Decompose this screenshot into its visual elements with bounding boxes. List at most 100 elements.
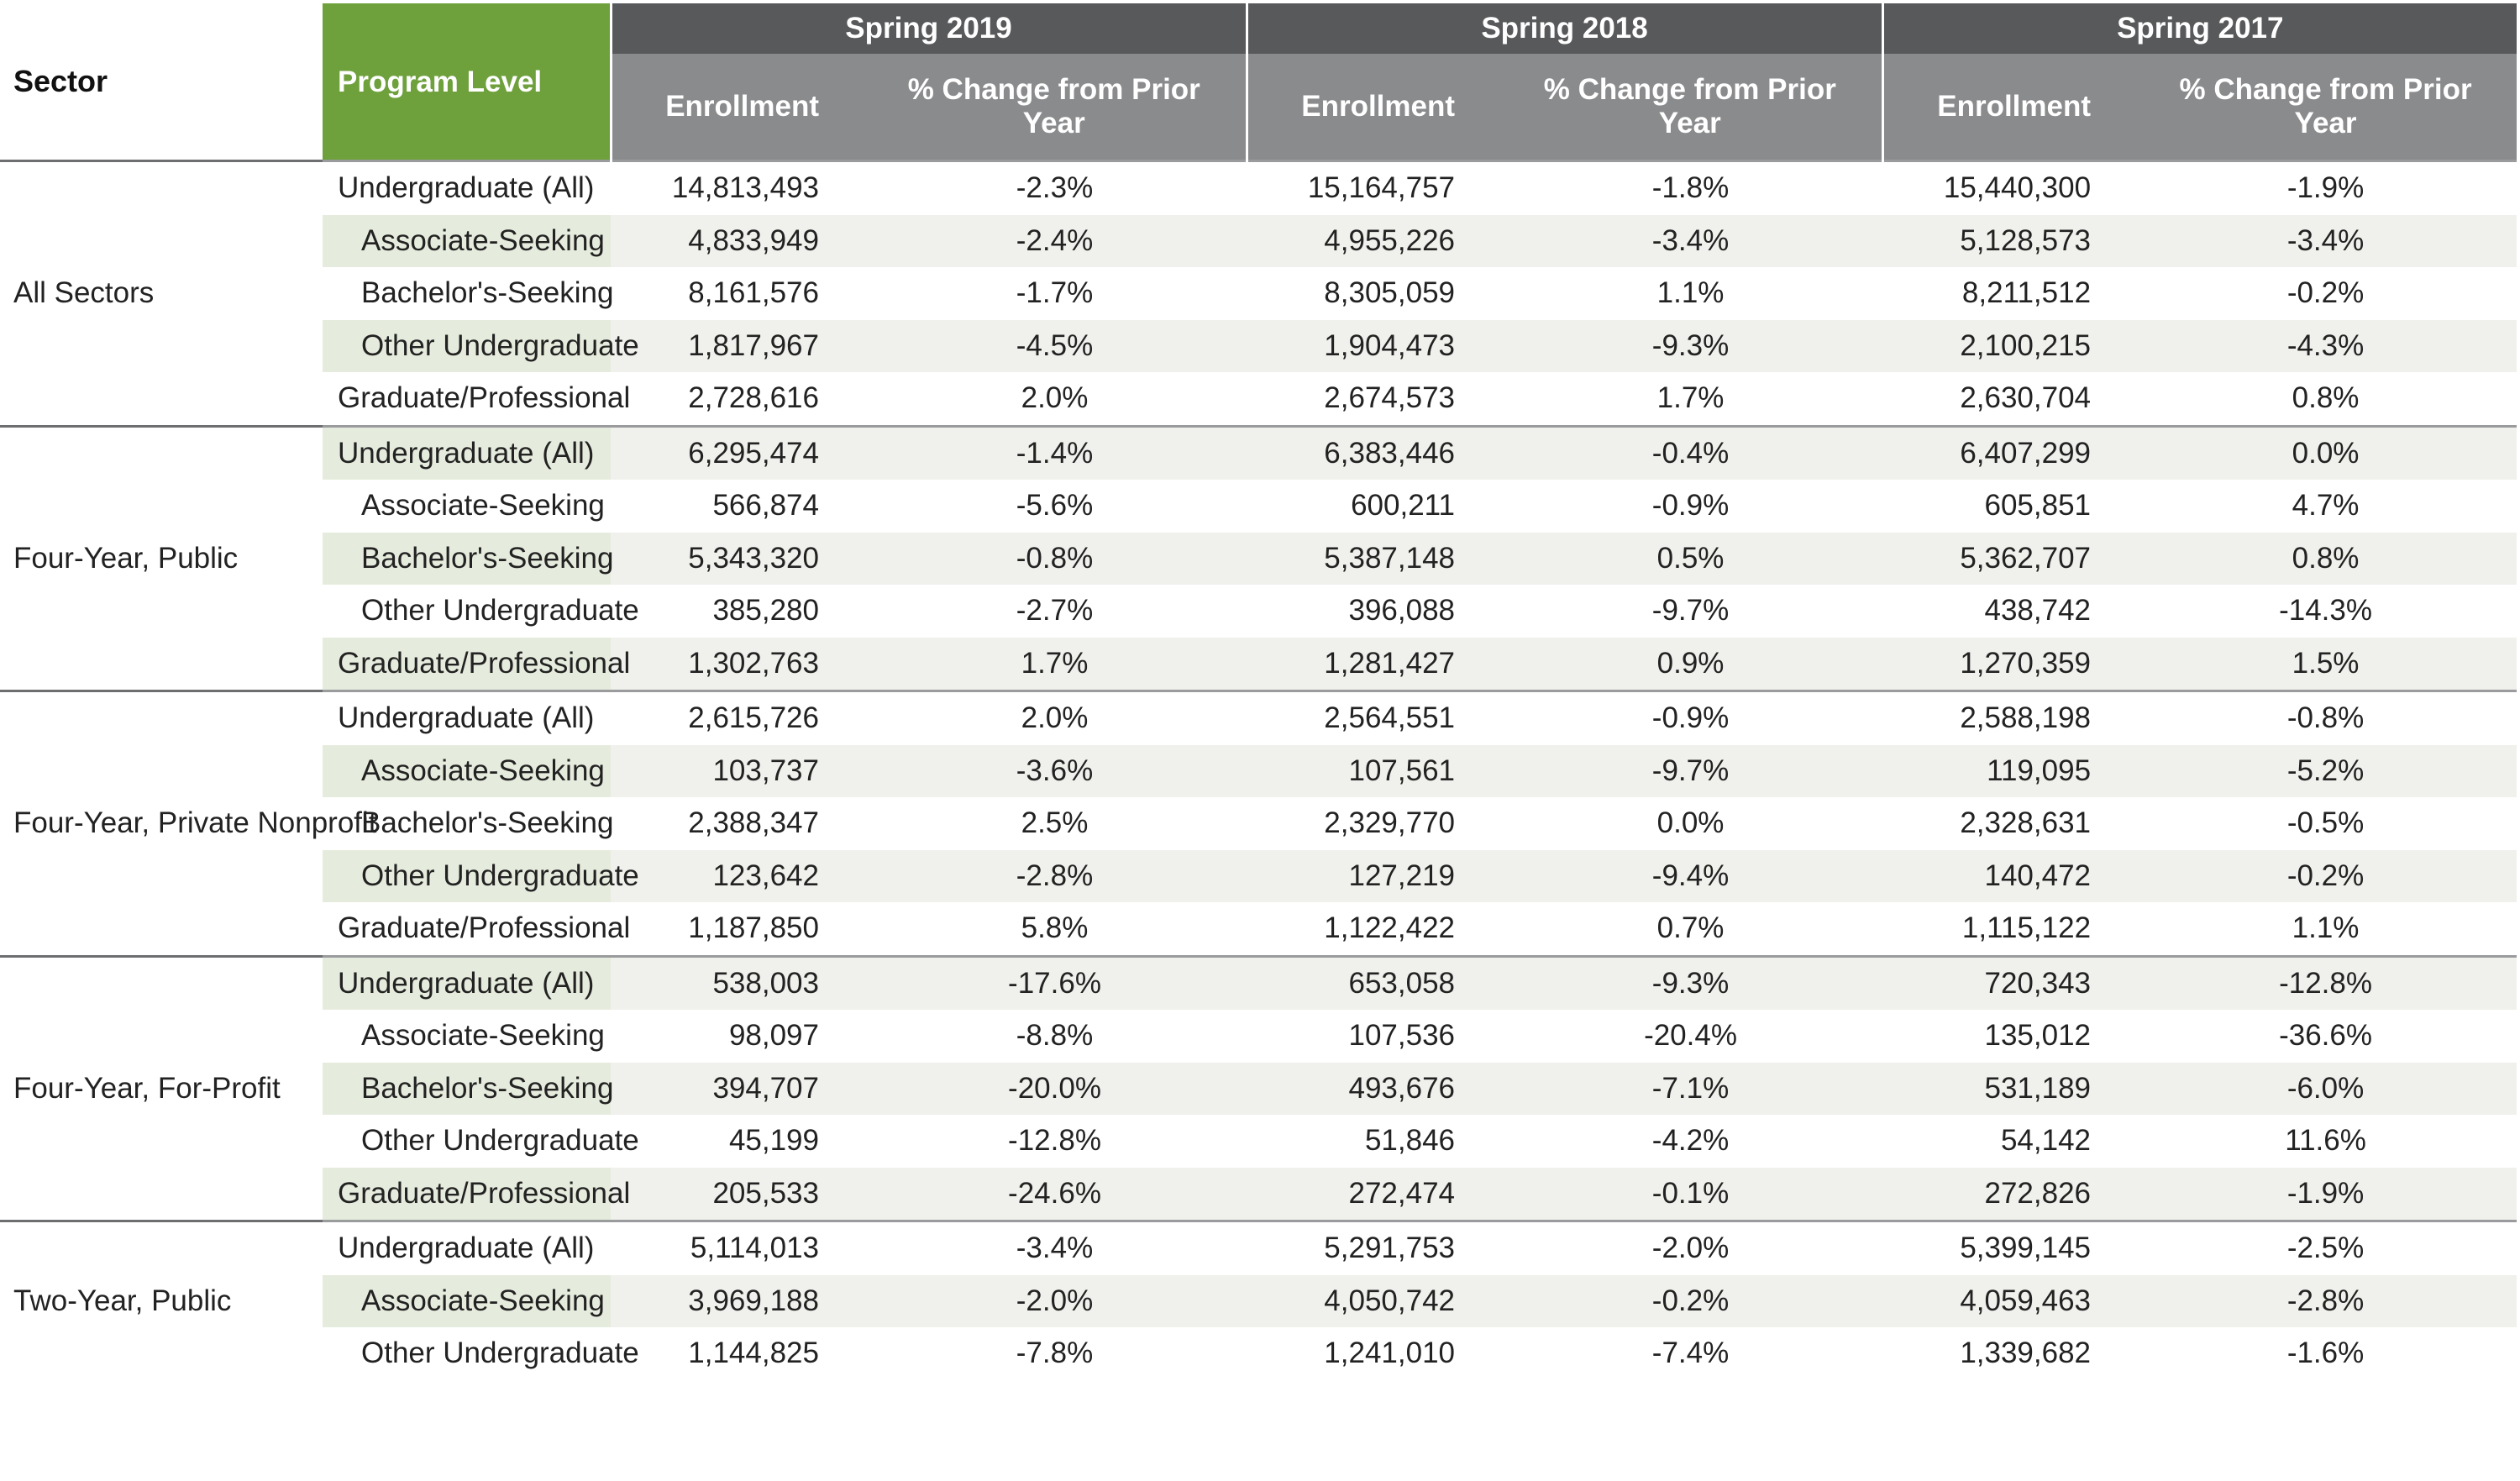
- pct-change-cell: -17.6%: [863, 954, 1247, 1010]
- enrollment-cell: 1,241,010: [1324, 1337, 1456, 1370]
- enrollment-cell: 5,128,573: [1882, 214, 2135, 267]
- enrollment-cell: 8,305,059: [1324, 276, 1456, 310]
- enrollment-header: Enrollment: [1881, 54, 2135, 161]
- pct-change-header: % Change from Prior Year: [2134, 54, 2517, 161]
- pct-change-cell: -36.6%: [2279, 1019, 2372, 1053]
- table-row: Bachelor's-Seeking 8,161,576 -1.7% 8,305,05…: [0, 267, 2517, 320]
- enrollment-cell: 1,339,682: [1960, 1337, 2092, 1370]
- pct-change-cell: -9.7%: [1651, 594, 1730, 628]
- program-level-cell: Undergraduate (All): [323, 690, 611, 745]
- pct-change-cell: -9.3%: [1499, 319, 1883, 372]
- pct-change-cell: 0.0%: [2134, 424, 2517, 480]
- enrollment-cell: 600,211: [1351, 489, 1456, 523]
- pct-change-cell: -9.4%: [1499, 849, 1883, 902]
- enrollment-cell: 2,329,770: [1324, 806, 1456, 840]
- pct-change-cell: 1.1%: [1656, 276, 1725, 310]
- pct-change-cell: -8.8%: [1016, 1019, 1094, 1053]
- pct-change-cell: -9.7%: [1499, 744, 1883, 797]
- enrollment-cell: 4,050,742: [1247, 1274, 1499, 1327]
- pct-change-cell: -0.5%: [2286, 806, 2365, 840]
- enrollment-cell: 1,302,763: [611, 637, 863, 691]
- enrollment-header: Enrollment: [609, 54, 863, 161]
- program-level-cell: Undergraduate (All): [323, 160, 611, 215]
- pct-change-cell: -0.1%: [1499, 1167, 1883, 1221]
- enrollment-cell: 45,199: [728, 1124, 819, 1158]
- enrollment-cell: 1,187,850: [688, 911, 819, 945]
- table-row: Two-Year, Public Undergraduate (All) 5,114…: [0, 1220, 2517, 1380]
- enrollment-cell: 15,164,757: [1247, 160, 1499, 215]
- pct-change-cell: 0.0%: [1656, 806, 1725, 840]
- pct-change-cell: -20.0%: [863, 1062, 1247, 1115]
- pct-change-cell: 2.0%: [1021, 381, 1089, 415]
- enrollment-cell: 127,219: [1247, 849, 1499, 902]
- program-level-cell: Bachelor's-Seeking: [323, 1062, 613, 1115]
- enrollment-cell: 1,144,825: [688, 1337, 819, 1370]
- enrollment-cell: 140,472: [1882, 849, 2135, 902]
- sector-label: Four-Year, Public: [0, 424, 323, 691]
- enrollment-cell: 2,328,631: [1960, 806, 2092, 840]
- pct-change-cell: -6.0%: [2134, 1062, 2517, 1115]
- enrollment-cell: 396,088: [1348, 594, 1456, 628]
- program-level-cell: Graduate/Professional: [323, 1167, 630, 1221]
- pct-change-cell: -7.8%: [1016, 1337, 1094, 1370]
- enrollment-cell: 98,097: [728, 1019, 819, 1053]
- enrollment-cell: 1,115,122: [1961, 911, 2092, 945]
- program-level-cell: Associate-Seeking: [323, 744, 611, 797]
- enrollment-cell: 2,674,573: [1324, 381, 1456, 415]
- enrollment-cell: 1,817,967: [611, 319, 863, 372]
- pct-change-header: % Change from Prior Year: [863, 54, 1247, 161]
- enrollment-cell: 605,851: [1984, 489, 2092, 523]
- pct-change-cell: -2.7%: [1016, 594, 1094, 628]
- enrollment-cell: 119,095: [1882, 744, 2135, 797]
- pct-change-cell: -20.4%: [1644, 1019, 1737, 1053]
- pct-change-cell: -0.4%: [1499, 424, 1883, 480]
- table-row: Bachelor's-Seeking 394,707 -20.0% 493,676 -7…: [0, 1062, 2517, 1115]
- pct-change-cell: -3.4%: [1499, 214, 1883, 267]
- sector-label: Two-Year, Public: [0, 1220, 323, 1380]
- enrollment-cell: 3,969,188: [611, 1274, 863, 1327]
- enrollment-cell: 6,295,474: [611, 424, 863, 480]
- pct-change-cell: -1.9%: [2134, 1167, 2517, 1221]
- enrollment-header: Enrollment: [1245, 54, 1499, 161]
- pct-change-cell: -2.8%: [2134, 1274, 2517, 1327]
- enrollment-cell: 4,833,949: [611, 214, 863, 267]
- enrollment-cell: 4,955,226: [1247, 214, 1499, 267]
- pct-change-cell: 0.5%: [1499, 532, 1883, 585]
- pct-change-cell: -3.4%: [863, 1220, 1247, 1275]
- table-row: Graduate/Professional 1,187,850 5.8% 1,122,…: [0, 902, 2517, 956]
- pct-change-cell: -9.3%: [1499, 954, 1883, 1010]
- pct-change-cell: -4.2%: [1651, 1124, 1730, 1158]
- program-level-cell: Associate-Seeking: [361, 1019, 605, 1053]
- table-row: Bachelor's-Seeking 5,343,320 -0.8% 5,387,14…: [0, 532, 2517, 585]
- program-level-cell: Undergraduate (All): [323, 424, 611, 480]
- sector-label: Four-Year, For-Profit: [0, 954, 323, 1221]
- enrollment-cell: 123,642: [611, 849, 863, 902]
- pct-change-cell: 1.7%: [1656, 381, 1725, 415]
- pct-change-cell: -5.6%: [1016, 489, 1094, 523]
- enrollment-cell: 4,059,463: [1882, 1274, 2135, 1327]
- pct-change-cell: -1.7%: [1016, 276, 1094, 310]
- enrollment-cell: 8,211,512: [1961, 276, 2092, 310]
- enrollment-cell: 51,846: [1364, 1124, 1456, 1158]
- pct-change-cell: -2.0%: [1499, 1220, 1883, 1275]
- enrollment-cell: 107,561: [1247, 744, 1499, 797]
- pct-change-cell: -2.5%: [2134, 1220, 2517, 1275]
- table-body: All Sectors Undergraduate (All) 14,813,493…: [0, 160, 2517, 1380]
- pct-change-cell: -4.5%: [863, 319, 1247, 372]
- table-row: Other Undergraduate 1,817,967 -4.5% 1,904,4…: [0, 319, 2517, 372]
- pct-change-cell: -12.8%: [2134, 954, 2517, 1010]
- pct-change-cell: -0.2%: [2286, 276, 2365, 310]
- pct-change-cell: 1.7%: [863, 637, 1247, 691]
- year-header-2018: Spring 2018: [1245, 3, 1883, 54]
- table-row: Four-Year, For-Profit Undergraduate (All)…: [0, 954, 2517, 1221]
- program-level-cell: Other Undergraduate: [323, 849, 639, 902]
- pct-change-cell: -7.1%: [1499, 1062, 1883, 1115]
- enrollment-cell: 272,474: [1247, 1167, 1499, 1221]
- pct-change-cell: 5.8%: [1021, 911, 1089, 945]
- enrollment-cell: 54,142: [2000, 1124, 2092, 1158]
- pct-change-cell: -0.2%: [2134, 849, 2517, 902]
- pct-change-cell: 1.5%: [2134, 637, 2517, 691]
- enrollment-cell: 1,904,473: [1247, 319, 1499, 372]
- enrollment-cell: 438,742: [1984, 594, 2092, 628]
